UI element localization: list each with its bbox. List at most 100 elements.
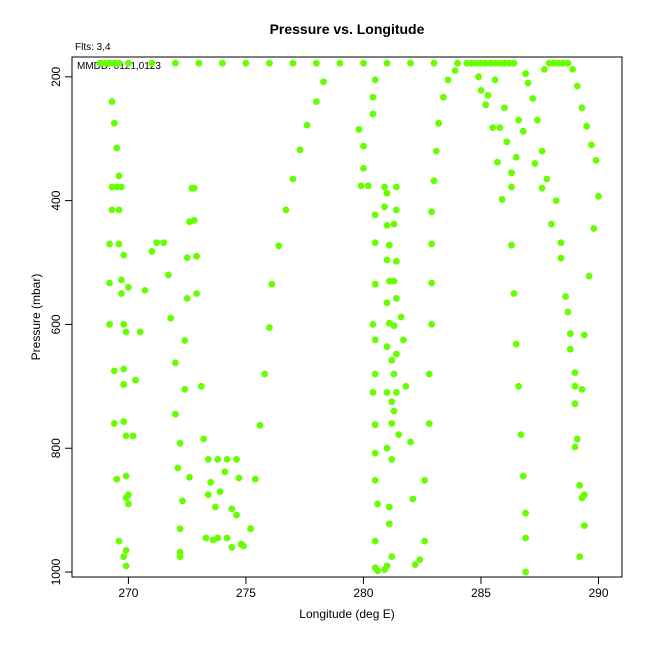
- data-point: [477, 59, 485, 67]
- data-point: [148, 59, 156, 67]
- data-point: [120, 321, 128, 328]
- data-point: [388, 398, 396, 406]
- data-point: [124, 500, 132, 508]
- data-point: [541, 66, 548, 73]
- data-point: [122, 472, 130, 480]
- data-point: [487, 59, 494, 67]
- y-tick-label: 400: [49, 190, 63, 210]
- data-point: [463, 59, 471, 67]
- data-point: [390, 322, 398, 330]
- data-point: [522, 568, 529, 576]
- data-point: [122, 328, 130, 336]
- data-point: [266, 59, 273, 67]
- data-point: [313, 59, 320, 67]
- data-point: [212, 503, 219, 511]
- data-point: [555, 59, 562, 67]
- data-point: [120, 381, 128, 388]
- data-point: [501, 104, 508, 112]
- data-point: [195, 59, 203, 67]
- data-point: [428, 279, 435, 287]
- y-tick-label: 1000: [49, 558, 63, 585]
- data-point: [371, 76, 379, 84]
- data-point: [421, 477, 428, 484]
- data-point: [251, 475, 259, 483]
- data-point: [444, 76, 452, 84]
- data-point: [512, 340, 520, 348]
- data-point: [233, 456, 240, 463]
- data-point: [538, 147, 546, 155]
- data-point: [381, 183, 388, 191]
- data-point: [383, 189, 391, 197]
- data-point: [468, 59, 475, 67]
- data-point: [200, 435, 208, 443]
- data-point: [176, 553, 184, 560]
- data-point: [482, 101, 490, 109]
- data-point: [296, 146, 304, 154]
- data-point: [136, 328, 144, 336]
- plot-frame: [71, 56, 623, 578]
- data-point: [421, 537, 428, 545]
- data-point: [235, 474, 243, 482]
- data-point: [566, 330, 574, 338]
- data-point: [388, 553, 396, 560]
- data-point: [320, 78, 327, 86]
- data-point: [371, 449, 379, 457]
- data-point: [510, 290, 518, 297]
- data-point: [472, 59, 480, 67]
- y-tick-label: 800: [49, 438, 63, 458]
- data-point: [108, 183, 116, 191]
- data-point: [360, 142, 367, 150]
- data-point: [202, 534, 210, 542]
- data-point: [371, 336, 379, 344]
- data-point: [268, 280, 276, 288]
- data-point: [289, 59, 297, 67]
- data-point: [141, 287, 149, 294]
- data-point: [106, 321, 113, 328]
- data-point: [578, 494, 586, 502]
- data-point: [390, 370, 398, 378]
- data-point: [207, 478, 215, 486]
- data-point: [571, 369, 579, 377]
- data-point: [371, 211, 379, 219]
- data-point: [120, 251, 128, 259]
- data-point: [388, 456, 396, 463]
- data-point: [548, 220, 555, 228]
- data-point: [581, 522, 588, 529]
- data-point: [573, 435, 581, 443]
- data-point: [409, 495, 417, 503]
- chart-title: Pressure vs. Longitude: [270, 21, 425, 37]
- data-point: [204, 491, 212, 499]
- data-point: [275, 242, 283, 250]
- data-point: [289, 175, 297, 183]
- data-point: [118, 290, 125, 297]
- x-tick-label: 280: [353, 586, 373, 600]
- data-point: [190, 217, 198, 224]
- data-point: [411, 561, 419, 568]
- data-point: [571, 443, 579, 451]
- data-point: [110, 119, 118, 127]
- data-point: [383, 256, 391, 264]
- data-point: [559, 59, 567, 67]
- data-point: [369, 321, 377, 328]
- data-point: [489, 124, 497, 131]
- data-point: [313, 98, 320, 105]
- data-point: [578, 104, 586, 112]
- data-point: [531, 160, 539, 167]
- data-point: [388, 356, 396, 364]
- data-point: [534, 116, 541, 124]
- data-point: [383, 222, 391, 229]
- data-point: [482, 59, 490, 67]
- data-point: [172, 59, 179, 67]
- data-point: [545, 59, 553, 67]
- data-point: [583, 122, 591, 130]
- data-point: [588, 141, 595, 149]
- data-point: [491, 59, 499, 67]
- data-point: [153, 239, 161, 247]
- data-point: [132, 376, 139, 384]
- data-point: [110, 367, 118, 375]
- data-point: [176, 439, 184, 447]
- data-point: [176, 525, 184, 533]
- data-point: [266, 324, 273, 331]
- data-point: [122, 494, 130, 502]
